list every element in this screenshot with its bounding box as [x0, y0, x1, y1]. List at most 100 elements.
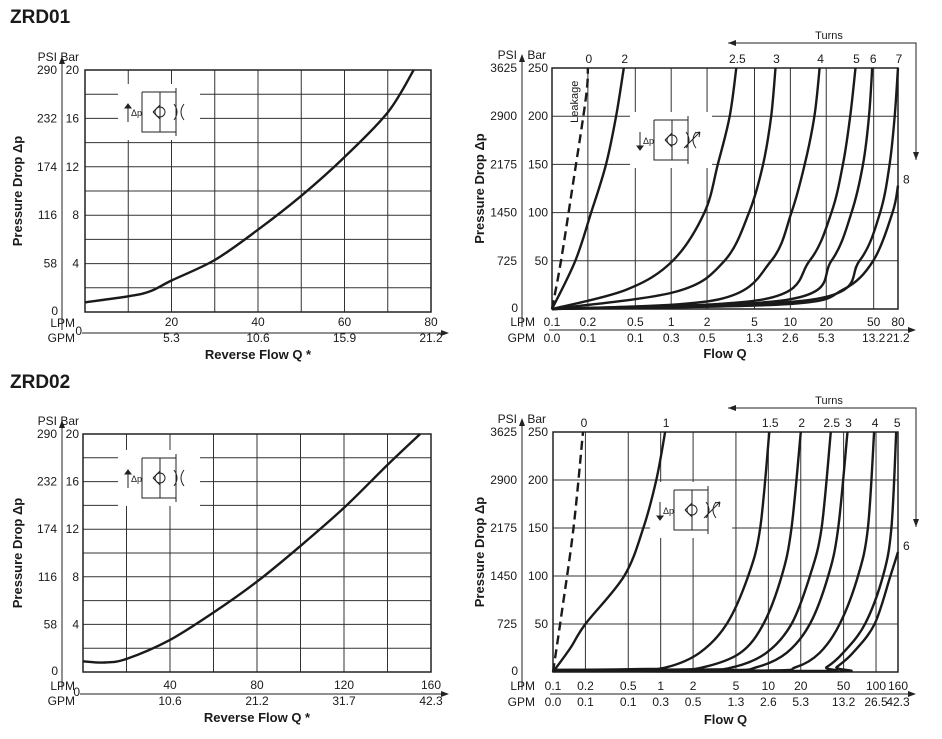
y-unit-psi: PSI [498, 412, 517, 426]
x-tick-gpm: 21.2 [245, 694, 269, 708]
turns-arrow [728, 407, 917, 527]
y-tick-bar: 4 [72, 617, 79, 631]
series-label: 3 [845, 416, 852, 430]
y-tick-psi: 232 [37, 111, 57, 125]
series-line-7 [551, 67, 900, 311]
x-tick-gpm: 0.0 [544, 331, 561, 345]
arrow-right-icon [441, 691, 449, 697]
y-tick-psi: 232 [37, 475, 57, 489]
x-tick-lpm: 20 [820, 315, 834, 329]
series-line-0 [551, 431, 585, 673]
arrow-right-icon [908, 327, 916, 333]
y-tick-bar: 16 [66, 475, 80, 489]
x-tick-lpm: 80 [250, 678, 264, 692]
symbol-background [118, 450, 200, 506]
x-tick-zero: 0 [73, 685, 80, 699]
x-tick-gpm: 13.2 [832, 695, 856, 709]
series-line-2 [550, 67, 625, 310]
arrow-left-icon [728, 40, 736, 46]
x-tick-gpm: 21.2 [886, 331, 910, 345]
plot-frame [82, 433, 432, 673]
y-tick-bar: 12 [66, 522, 80, 536]
valve-symbol-icon [656, 486, 721, 534]
chart-2 [519, 40, 919, 333]
x-unit-gpm: GPM [508, 331, 535, 345]
arrow-left-icon [728, 405, 736, 411]
series-label: 0 [586, 52, 593, 66]
y-tick-bar: 4 [72, 257, 79, 271]
series-line-3 [551, 67, 777, 311]
series-label: 2 [798, 416, 805, 430]
x-axis-label: Flow Q [704, 712, 747, 727]
x-tick-lpm: 2 [704, 315, 711, 329]
x-tick-lpm: 80 [424, 315, 438, 329]
y-tick-bar: 100 [528, 569, 548, 583]
series-line-curve [84, 69, 415, 304]
series-label: 7 [896, 52, 903, 66]
y-tick-psi: 725 [497, 617, 517, 631]
grid [551, 67, 899, 310]
grid [552, 431, 899, 673]
x-tick-lpm: 1 [657, 679, 664, 693]
chart-3 [59, 420, 449, 697]
x-tick-gpm: 0.5 [685, 695, 702, 709]
x-tick-gpm: 0.1 [580, 331, 597, 345]
series-label: 1.5 [762, 416, 779, 430]
symbol-background [630, 112, 712, 168]
valve-symbol-icon [124, 454, 185, 502]
x-tick-lpm: 50 [867, 315, 881, 329]
series-label: 0 [581, 416, 588, 430]
x-tick-gpm: 0.0 [545, 695, 562, 709]
x-tick-lpm: 5 [733, 679, 740, 693]
y-tick-bar: 200 [528, 109, 548, 123]
y-tick-psi: 174 [37, 522, 57, 536]
y-unit-psi: PSI [498, 48, 517, 62]
series-line-8 [551, 185, 900, 311]
x-unit-lpm: LPM [510, 315, 535, 329]
x-tick-lpm: 5 [751, 315, 758, 329]
x-tick-gpm: 10.6 [246, 331, 270, 345]
y-axis-label: Pressure Drop Δp [10, 498, 25, 609]
arrow-up-icon [519, 54, 525, 62]
series-line-5 [551, 67, 857, 311]
y-tick-psi: 2900 [490, 473, 517, 487]
x-tick-lpm: 60 [338, 315, 352, 329]
y-tick-psi: 58 [44, 257, 58, 271]
y-tick-bar: 250 [528, 425, 548, 439]
series-label: 4 [817, 52, 824, 66]
y-tick-bar: 8 [72, 570, 79, 584]
y-tick-psi: 2175 [490, 521, 517, 535]
x-axis-label: Reverse Flow Q * [205, 347, 312, 362]
symbol-delta-p-label: Δp [131, 108, 142, 118]
plot-frame [84, 69, 432, 313]
series-label: 3 [773, 52, 780, 66]
x-tick-lpm: 1 [668, 315, 675, 329]
y-tick-bar: 100 [528, 206, 548, 220]
arrow-down-icon [913, 519, 919, 527]
x-tick-gpm: 26.5 [864, 695, 888, 709]
valve-symbol-icon [124, 88, 185, 136]
x-tick-gpm: 1.3 [746, 331, 763, 345]
y-tick-psi: 2900 [490, 109, 517, 123]
y-tick-bar: 16 [66, 111, 80, 125]
x-tick-lpm: 100 [866, 679, 886, 693]
series-line-3 [552, 431, 849, 672]
x-unit-lpm: LPM [50, 316, 75, 330]
x-tick-lpm: 160 [888, 679, 908, 693]
x-axis-label: Reverse Flow Q * [204, 710, 311, 725]
section-title-zrd02: ZRD02 [10, 372, 71, 393]
chart-1 [59, 56, 449, 336]
arrow-right-icon [441, 330, 449, 336]
x-tick-lpm: 10 [762, 679, 776, 693]
x-tick-gpm: 21.2 [419, 331, 443, 345]
x-tick-zero: 0 [75, 324, 82, 338]
x-tick-lpm: 0.1 [545, 679, 562, 693]
x-tick-gpm: 0.5 [699, 331, 716, 345]
x-tick-lpm: 160 [421, 678, 441, 692]
y-tick-psi: 1450 [490, 569, 517, 583]
y-axis-label: Pressure Drop Δp [472, 497, 487, 608]
y-tick-psi: 725 [497, 254, 517, 268]
x-tick-lpm: 20 [165, 315, 179, 329]
section-title-zrd01: ZRD01 [10, 7, 71, 28]
x-tick-lpm: 10 [784, 315, 798, 329]
